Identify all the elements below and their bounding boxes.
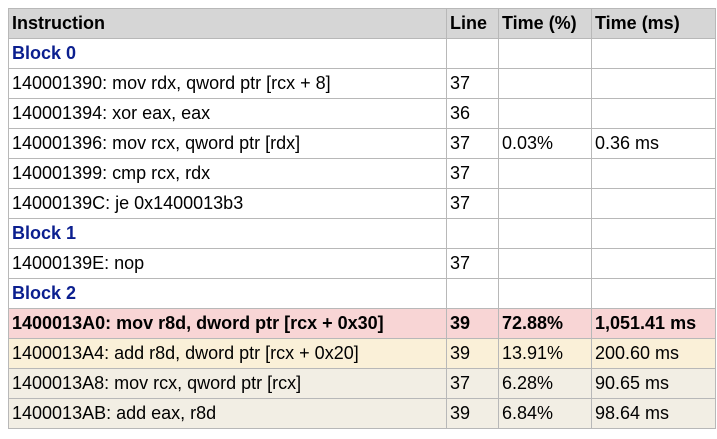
block-row: Block 2 xyxy=(8,278,716,309)
time-ms-cell: 200.60 ms xyxy=(591,338,716,369)
header-time-pct[interactable]: Time (%) xyxy=(498,8,592,39)
block-label: Block 1 xyxy=(8,218,447,249)
line-cell: 36 xyxy=(446,98,499,129)
time-ms-cell: 98.64 ms xyxy=(591,398,716,429)
time-pct-cell xyxy=(498,188,592,219)
time-pct-cell: 13.91% xyxy=(498,338,592,369)
instruction-cell: 1400013A4: add r8d, dword ptr [rcx + 0x2… xyxy=(8,338,447,369)
line-cell: 37 xyxy=(446,68,499,99)
header-row: Instruction Line Time (%) Time (ms) xyxy=(8,8,716,39)
time-ms-cell xyxy=(591,188,716,219)
instruction-row-mild[interactable]: 1400013AB: add eax, r8d 39 6.84% 98.64 m… xyxy=(8,398,716,429)
instruction-cell: 140001399: cmp rcx, rdx xyxy=(8,158,447,189)
instruction-row[interactable]: 140001394: xor eax, eax 36 xyxy=(8,98,716,129)
line-cell: 37 xyxy=(446,128,499,159)
instruction-cell: 1400013A0: mov r8d, dword ptr [rcx + 0x3… xyxy=(8,308,447,339)
time-pct-cell: 0.03% xyxy=(498,128,592,159)
header-time-ms[interactable]: Time (ms) xyxy=(591,8,716,39)
instruction-cell: 14000139E: nop xyxy=(8,248,447,279)
line-cell: 37 xyxy=(446,188,499,219)
time-pct-cell xyxy=(498,158,592,189)
time-ms-cell xyxy=(591,158,716,189)
line-cell: 39 xyxy=(446,308,499,339)
instruction-cell: 140001394: xor eax, eax xyxy=(8,98,447,129)
instruction-row[interactable]: 14000139E: nop 37 xyxy=(8,248,716,279)
instruction-row-mild[interactable]: 1400013A8: mov rcx, qword ptr [rcx] 37 6… xyxy=(8,368,716,399)
instruction-row[interactable]: 140001396: mov rcx, qword ptr [rdx] 37 0… xyxy=(8,128,716,159)
instruction-cell: 1400013AB: add eax, r8d xyxy=(8,398,447,429)
time-ms-cell: 90.65 ms xyxy=(591,368,716,399)
time-pct-cell xyxy=(498,98,592,129)
line-cell: 39 xyxy=(446,338,499,369)
time-ms-cell: 1,051.41 ms xyxy=(591,308,716,339)
time-ms-cell xyxy=(591,248,716,279)
instruction-row[interactable]: 14000139C: je 0x1400013b3 37 xyxy=(8,188,716,219)
block-row: Block 0 xyxy=(8,38,716,69)
instruction-row-hot[interactable]: 1400013A0: mov r8d, dword ptr [rcx + 0x3… xyxy=(8,308,716,339)
instruction-row[interactable]: 140001399: cmp rcx, rdx 37 xyxy=(8,158,716,189)
instruction-cell: 14000139C: je 0x1400013b3 xyxy=(8,188,447,219)
instruction-cell: 1400013A8: mov rcx, qword ptr [rcx] xyxy=(8,368,447,399)
time-ms-cell xyxy=(591,68,716,99)
time-ms-cell: 0.36 ms xyxy=(591,128,716,159)
disassembly-table: Instruction Line Time (%) Time (ms) Bloc… xyxy=(8,8,716,429)
line-cell: 37 xyxy=(446,248,499,279)
instruction-cell: 140001390: mov rdx, qword ptr [rcx + 8] xyxy=(8,68,447,99)
time-pct-cell: 6.28% xyxy=(498,368,592,399)
time-pct-cell xyxy=(498,248,592,279)
instruction-row-warm[interactable]: 1400013A4: add r8d, dword ptr [rcx + 0x2… xyxy=(8,338,716,369)
header-instruction[interactable]: Instruction xyxy=(8,8,447,39)
time-pct-cell: 6.84% xyxy=(498,398,592,429)
line-cell: 39 xyxy=(446,398,499,429)
block-row: Block 1 xyxy=(8,218,716,249)
time-ms-cell xyxy=(591,98,716,129)
block-label: Block 0 xyxy=(8,38,447,69)
block-label: Block 2 xyxy=(8,278,447,309)
line-cell: 37 xyxy=(446,158,499,189)
time-pct-cell: 72.88% xyxy=(498,308,592,339)
instruction-cell: 140001396: mov rcx, qword ptr [rdx] xyxy=(8,128,447,159)
time-pct-cell xyxy=(498,68,592,99)
instruction-row[interactable]: 140001390: mov rdx, qword ptr [rcx + 8] … xyxy=(8,68,716,99)
line-cell: 37 xyxy=(446,368,499,399)
header-line[interactable]: Line xyxy=(446,8,499,39)
